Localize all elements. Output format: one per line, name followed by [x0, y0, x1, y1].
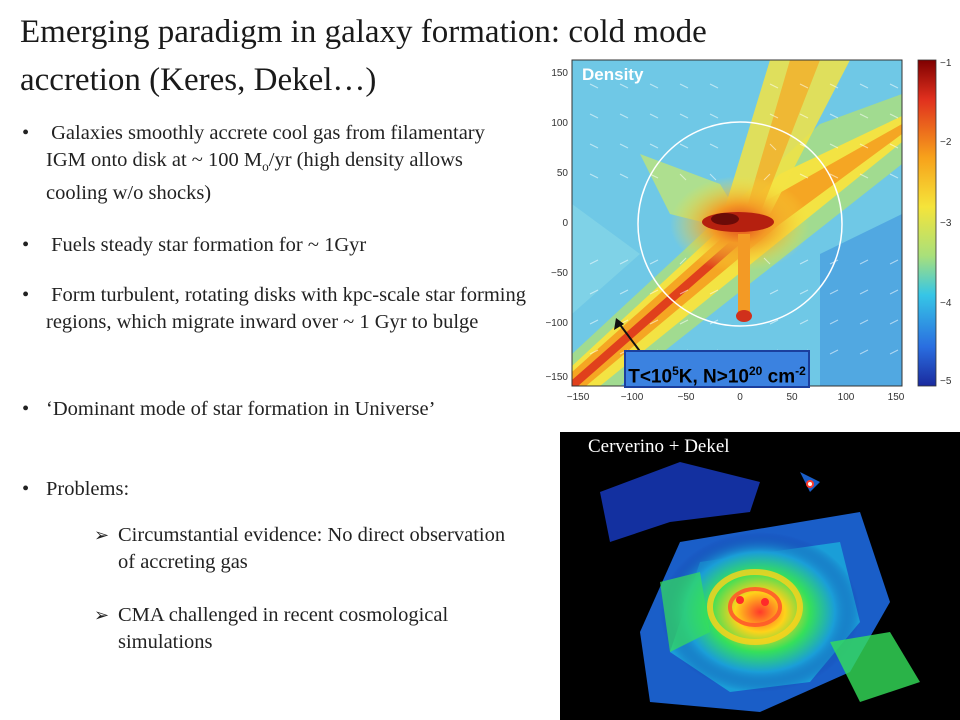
colorbar-tick-label: −4: [940, 298, 952, 309]
density-label: Density: [582, 65, 644, 84]
x-tick-label: −100: [621, 392, 644, 403]
y-tick-labels: 150 100 50 0 −50 −100 −150: [545, 68, 568, 383]
bullet-subscript: o: [262, 159, 269, 175]
bullet-text: Fuels steady star formation for ~ 1Gyr: [46, 232, 526, 259]
simulation-credit: Cerverino + Dekel: [588, 436, 730, 457]
x-tick-label: −150: [567, 392, 590, 403]
y-tick-label: −150: [545, 372, 568, 383]
bullet-text: ‘Dominant mode of star formation in Univ…: [46, 398, 436, 420]
label-exponent: -2: [795, 364, 806, 378]
bullet-dot: •: [22, 398, 30, 420]
bullet-text-part: Fuels steady star formation for ~ 1Gyr: [51, 234, 367, 256]
x-tick-label: 0: [737, 392, 743, 403]
bullet-dot: •: [22, 478, 30, 500]
x-tick-label: 100: [838, 392, 855, 403]
density-structures: [572, 60, 902, 386]
y-tick-label: 0: [562, 218, 568, 229]
y-tick-label: 50: [557, 168, 569, 179]
bullet-dot: •: [22, 234, 30, 256]
y-tick-label: −100: [545, 318, 568, 329]
label-text: K, N>10: [678, 366, 749, 388]
bullet-text-part: Form turbulent, rotating disks with kpc-…: [46, 284, 526, 333]
pointer-arrow-icon: [614, 318, 643, 355]
label-exponent: 20: [748, 364, 763, 378]
bullet-text: Form turbulent, rotating disks with kpc-…: [46, 282, 526, 336]
virial-radius-circle: [637, 121, 843, 327]
arrow-bullet-icon: ➢: [94, 525, 110, 545]
label-text: T<10: [628, 366, 673, 388]
colorbar-tick-label: −5: [940, 376, 952, 387]
x-tick-label: 150: [888, 392, 905, 403]
colorbar-tick-label: −3: [940, 218, 952, 229]
slide-title: Emerging paradigm in galaxy formation: c…: [20, 14, 707, 98]
label-text: cm: [762, 366, 796, 388]
bullet-text-part: Galaxies smoothly accrete cool gas from …: [46, 122, 485, 171]
y-tick-label: 100: [551, 118, 568, 129]
colorbar-tick-label: −1: [940, 58, 952, 69]
label-exponent: 5: [672, 364, 679, 378]
bullet-dot: •: [22, 284, 30, 306]
galaxy-simulation-image: [600, 462, 920, 712]
bullet-dot: •: [22, 122, 30, 144]
bullet-text: Problems:: [46, 478, 130, 500]
y-tick-label: −50: [551, 268, 568, 279]
density-plot: Density 150 100 50 0 −50 −100 −150 −150 …: [545, 58, 952, 403]
x-tick-label: −50: [678, 392, 695, 403]
temperature-density-label: T<105K, N>1020 cm-2: [624, 350, 810, 388]
x-tick-label: 50: [786, 392, 798, 403]
velocity-field-arrows: [589, 83, 899, 355]
simulation-image-panel: Cerverino + Dekel: [560, 432, 960, 720]
x-tick-labels: −150 −100 −50 0 50 100 150: [567, 392, 905, 403]
colorbar-tick-label: −2: [940, 137, 952, 148]
y-tick-label: 150: [551, 68, 568, 79]
colorbar: [917, 59, 937, 387]
bullet-text: Galaxies smoothly accrete cool gas from …: [46, 120, 526, 207]
sub-bullet-text: CMA challenged in recent cosmological si…: [118, 604, 449, 653]
bullet-text-part: /yr (high density allows cooling w/o sho…: [46, 149, 463, 205]
colorbar-tick-labels: −1 −2 −3 −4 −5: [940, 58, 952, 387]
sub-bullet-text: Circumstantial evidence: No direct obser…: [118, 524, 506, 573]
arrow-bullet-icon: ➢: [94, 605, 110, 625]
